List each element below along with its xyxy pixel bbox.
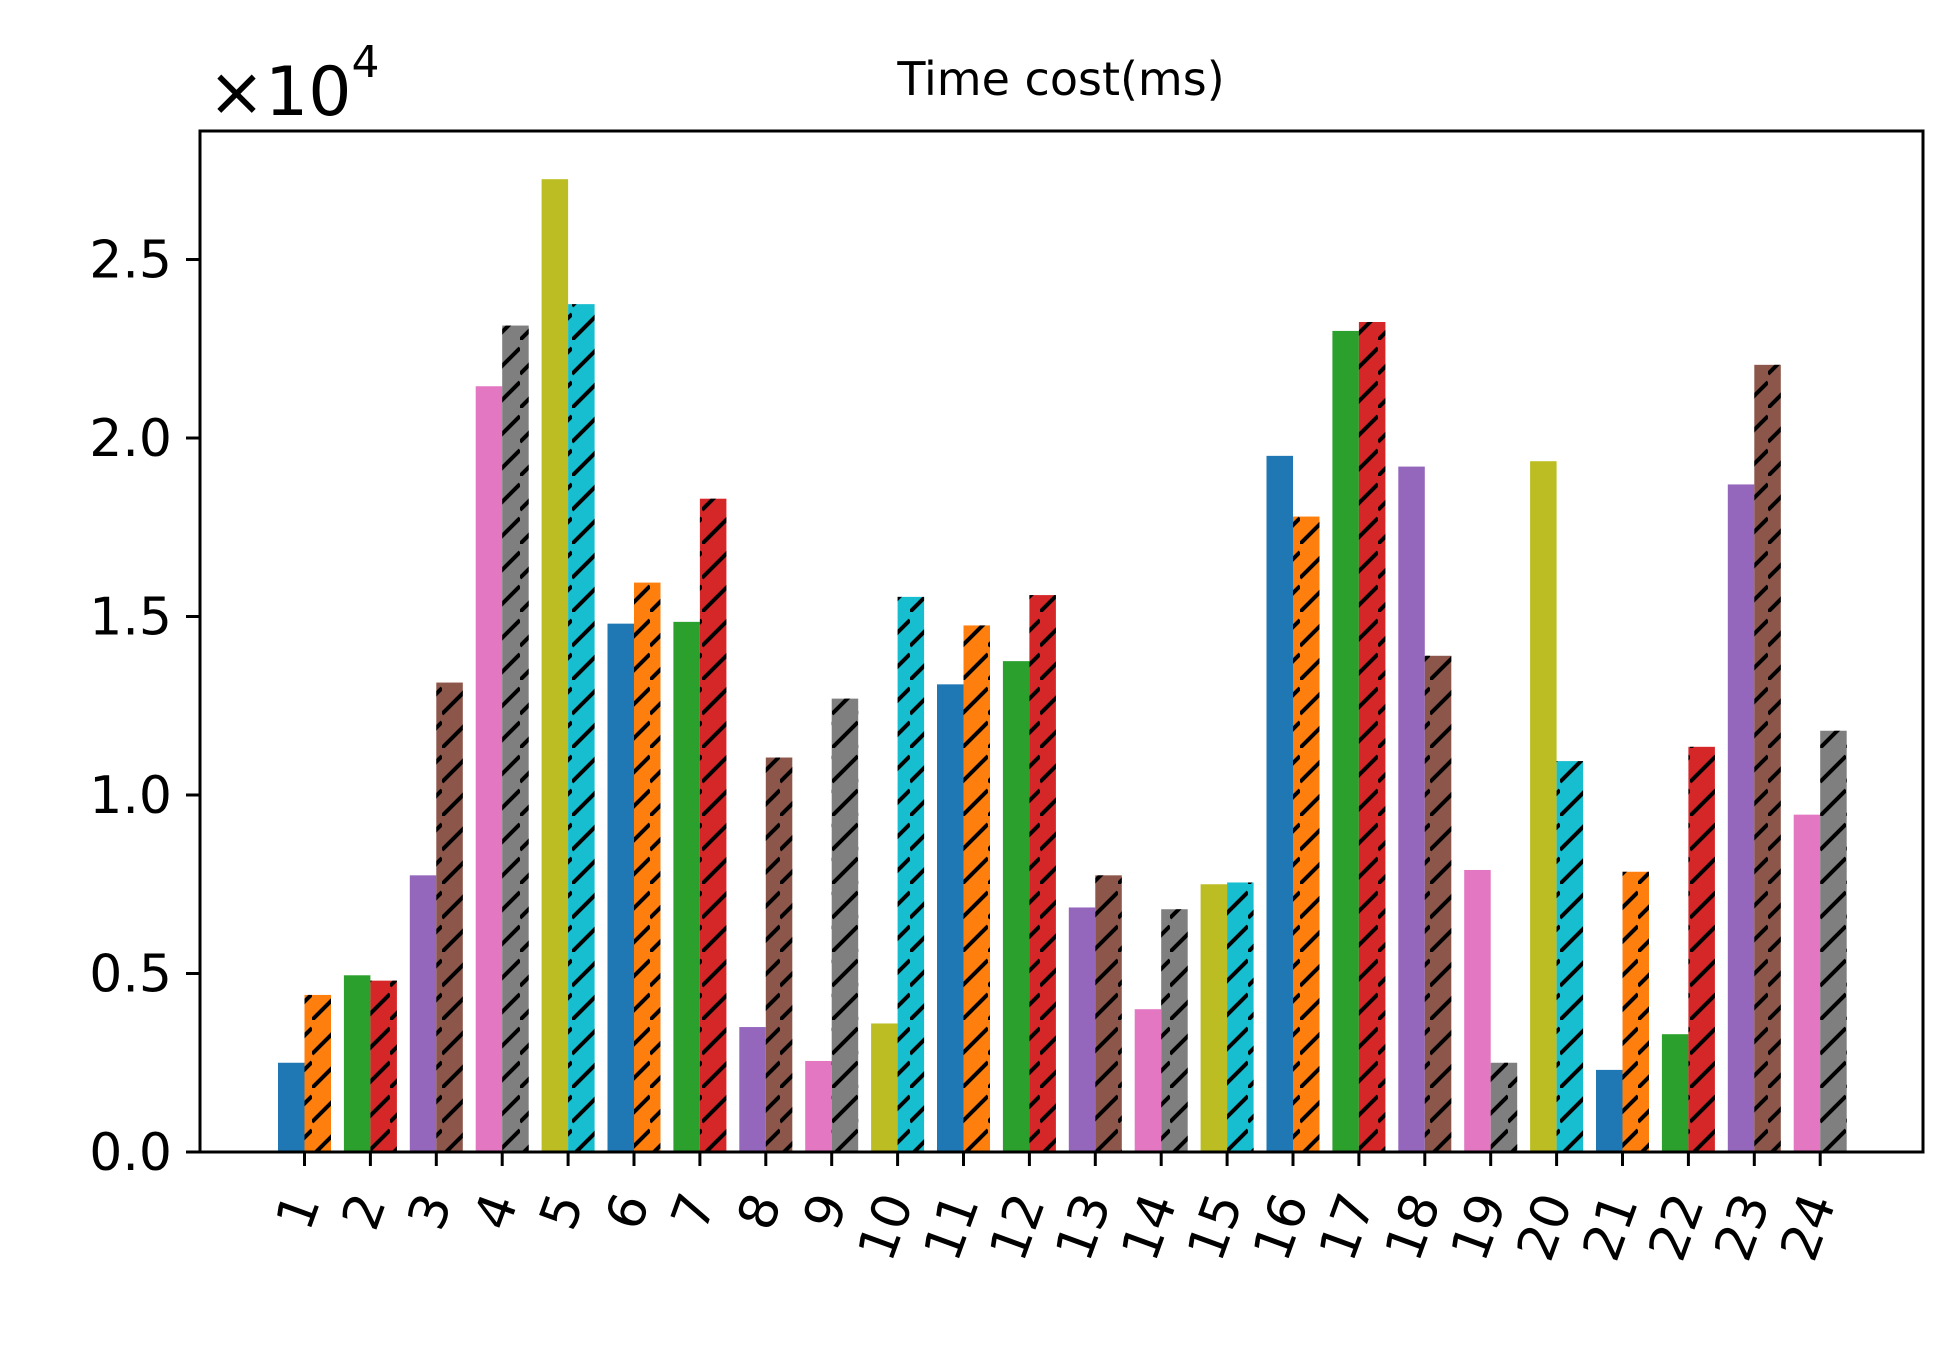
bar-hatch-overlay-3 <box>436 682 463 1152</box>
bar-hatch-overlay-6 <box>634 582 661 1152</box>
bar-solid-10 <box>871 1023 898 1152</box>
bar-solid-12 <box>1002 661 1030 1152</box>
bar-hatch-overlay-7 <box>699 498 727 1153</box>
axis-scale-multiplier: ×104 <box>208 37 380 132</box>
bar-hatch-overlay-17 <box>1358 321 1386 1152</box>
y-ticks-group: 0.0 0.5 1.0 1.5 2.0 2.5 <box>89 231 200 1183</box>
bar-hatch-overlay-4 <box>502 325 529 1153</box>
bar-solid-14 <box>1134 1009 1162 1152</box>
bar-solid-17 <box>1332 330 1359 1152</box>
bar-solid-4 <box>475 386 503 1152</box>
bar-solid-13 <box>1068 907 1096 1152</box>
bar-solid-8 <box>739 1027 766 1152</box>
bar-solid-24 <box>1793 814 1821 1152</box>
bar-solid-23 <box>1727 484 1755 1152</box>
bar-solid-16 <box>1266 455 1293 1152</box>
bar-hatch-overlay-8 <box>765 757 793 1152</box>
bar-hatch-overlay-22 <box>1688 746 1715 1152</box>
bar-hatch-overlay-15 <box>1227 882 1254 1152</box>
y-tick-label-5: 2.5 <box>89 231 172 291</box>
y-tick-label-4: 2.0 <box>89 409 172 469</box>
bar-hatch-overlay-24 <box>1820 730 1847 1152</box>
bar-hatch-overlay-19 <box>1490 1062 1518 1152</box>
axis-scale-exponent: 4 <box>352 37 380 88</box>
bar-hatch-overlay-10 <box>897 596 925 1152</box>
bar-solid-19 <box>1464 869 1491 1152</box>
bar-solid-11 <box>937 684 964 1152</box>
bar-solid-6 <box>607 623 634 1152</box>
bar-hatch-overlay-16 <box>1293 516 1320 1152</box>
bar-solid-21 <box>1596 1069 1623 1152</box>
y-tick-label-0: 0.0 <box>89 1123 172 1183</box>
bar-hatch-overlay-11 <box>963 625 990 1152</box>
chart-title: Time cost(ms) <box>896 52 1224 106</box>
bar-solid-15 <box>1200 884 1228 1152</box>
bar-hatch-overlay-9 <box>831 698 859 1152</box>
bar-solid-2 <box>343 975 371 1152</box>
bar-hatch-overlay-5 <box>568 304 595 1152</box>
bar-hatch-overlay-12 <box>1029 595 1056 1152</box>
bar-solid-3 <box>409 875 437 1152</box>
bar-hatch-overlay-20 <box>1556 761 1584 1152</box>
bar-solid-1 <box>278 1062 305 1152</box>
y-tick-label-1: 0.5 <box>89 945 172 1005</box>
y-tick-label-2: 1.0 <box>89 766 172 826</box>
bar-hatch-overlay-13 <box>1095 875 1122 1152</box>
bar-hatch-overlay-21 <box>1622 871 1649 1152</box>
bar-solid-22 <box>1661 1034 1689 1152</box>
bar-solid-9 <box>805 1060 832 1152</box>
bar-hatch-overlay-1 <box>304 994 331 1152</box>
bars-group <box>278 179 1847 1153</box>
plot-frame <box>198 129 1925 1154</box>
bar-hatch-overlay-18 <box>1424 655 1452 1152</box>
bar-hatch-overlay-23 <box>1754 364 1781 1152</box>
y-tick-label-3: 1.5 <box>89 588 172 648</box>
bar-solid-5 <box>541 179 569 1152</box>
bar-solid-7 <box>673 621 700 1152</box>
bar-hatch-overlay-2 <box>370 980 397 1152</box>
bar-solid-20 <box>1530 461 1557 1153</box>
axis-scale-base: ×10 <box>208 53 352 132</box>
bar-hatch-overlay-14 <box>1161 909 1188 1152</box>
bar-solid-18 <box>1398 466 1425 1152</box>
